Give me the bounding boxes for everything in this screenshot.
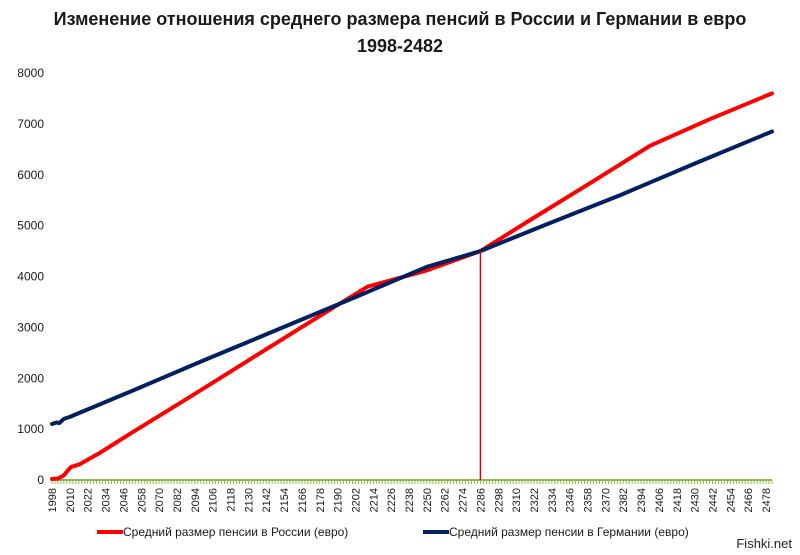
x-tick-label: 2046	[118, 488, 130, 512]
x-tick-label: 2406	[654, 488, 666, 512]
x-tick-label: 2130	[243, 488, 255, 512]
x-tick-label: 2370	[600, 488, 612, 512]
x-tick-label: 2154	[279, 488, 291, 512]
x-tick-label: 2322	[529, 488, 541, 512]
legend-swatch-russia	[97, 530, 123, 534]
x-tick-label: 2358	[583, 488, 595, 512]
x-tick-label: 1998	[47, 488, 59, 512]
legend-label-russia: Средний размер пенсии в России (евро)	[123, 525, 349, 539]
x-tick-label: 2010	[65, 488, 77, 512]
x-tick-label: 2418	[672, 488, 684, 512]
x-tick-label: 2250	[422, 488, 434, 512]
x-tick-label: 2430	[690, 488, 702, 512]
x-tick-label: 2478	[761, 488, 773, 512]
x-tick-label: 2142	[261, 488, 273, 512]
x-tick-label: 2118	[226, 488, 238, 512]
legend-item-russia: Средний размер пенсии в России (евро)	[97, 525, 348, 539]
series-line-russia	[50, 91, 774, 481]
y-tick-label: 7000	[17, 117, 44, 131]
y-tick-label: 1000	[17, 422, 44, 436]
series-layer	[50, 91, 774, 481]
x-axis: 1998 2010 2022 2034 2046 2058 2070 2082 2094 2106…	[47, 479, 773, 512]
x-tick-label: 2454	[725, 488, 737, 512]
x-tick-label: 2238	[404, 488, 416, 512]
x-tick-label: 2274	[458, 488, 470, 512]
x-tick-label: 2334	[547, 488, 559, 512]
x-tick-label: 2226	[386, 488, 398, 512]
x-tick-label: 2166	[297, 488, 309, 512]
x-tick-label: 2070	[154, 488, 166, 512]
x-tick-label: 2262	[440, 488, 452, 512]
x-tick-label: 2298	[493, 488, 505, 512]
legend-swatch-germany	[423, 530, 449, 534]
x-tick-label: 2094	[190, 488, 202, 512]
series-line-germany	[50, 129, 774, 426]
legend-item-germany: Средний размер пенсии в Германии (евро)	[423, 525, 689, 539]
y-tick-label: 8000	[17, 66, 44, 80]
x-tick-label: 2106	[208, 488, 220, 512]
x-tick-label: 2394	[636, 488, 648, 512]
chart-title: Изменение отношения среднего размера пен…	[0, 6, 800, 60]
x-tick-label: 2346	[565, 488, 577, 512]
x-tick-label: 2034	[101, 488, 113, 512]
x-tick-label: 2178	[315, 488, 327, 512]
y-tick-label: 6000	[17, 168, 44, 182]
x-tick-label: 2058	[136, 488, 148, 512]
x-tick-label: 2214	[368, 488, 380, 512]
x-tick-label: 2286	[475, 488, 487, 512]
x-tick-label: 2190	[333, 488, 345, 512]
chart-title-line-2: 1998-2482	[356, 36, 444, 56]
y-tick-label: 4000	[17, 270, 44, 284]
y-axis: 0 1000 2000 3000 4000 5000 6000 7000 8000	[17, 66, 44, 487]
x-tick-label: 2382	[618, 488, 630, 512]
x-tick-label: 2022	[83, 488, 95, 512]
chart-title-line-1: Изменение отношения среднего размера пен…	[53, 9, 747, 29]
x-tick-label: 2202	[350, 488, 362, 512]
y-tick-label: 0	[37, 473, 44, 487]
y-tick-label: 2000	[17, 371, 44, 385]
x-tick-label: 2442	[707, 488, 719, 512]
x-tick-label: 2082	[172, 488, 184, 512]
legend: Средний размер пенсии в России (евро) Ср…	[0, 525, 800, 547]
x-tick-label: 2310	[511, 488, 523, 512]
y-tick-label: 5000	[17, 219, 44, 233]
legend-label-germany: Средний размер пенсии в Германии (евро)	[449, 525, 689, 539]
x-tick-label: 2466	[743, 488, 755, 512]
y-tick-label: 3000	[17, 320, 44, 334]
watermark: Fishki.net	[736, 536, 792, 551]
